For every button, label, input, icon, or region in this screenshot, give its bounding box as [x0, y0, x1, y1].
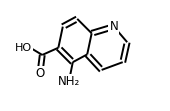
Text: N: N	[109, 20, 118, 33]
Text: NH₂: NH₂	[58, 75, 80, 88]
Text: HO: HO	[15, 43, 32, 53]
Text: O: O	[35, 67, 45, 80]
